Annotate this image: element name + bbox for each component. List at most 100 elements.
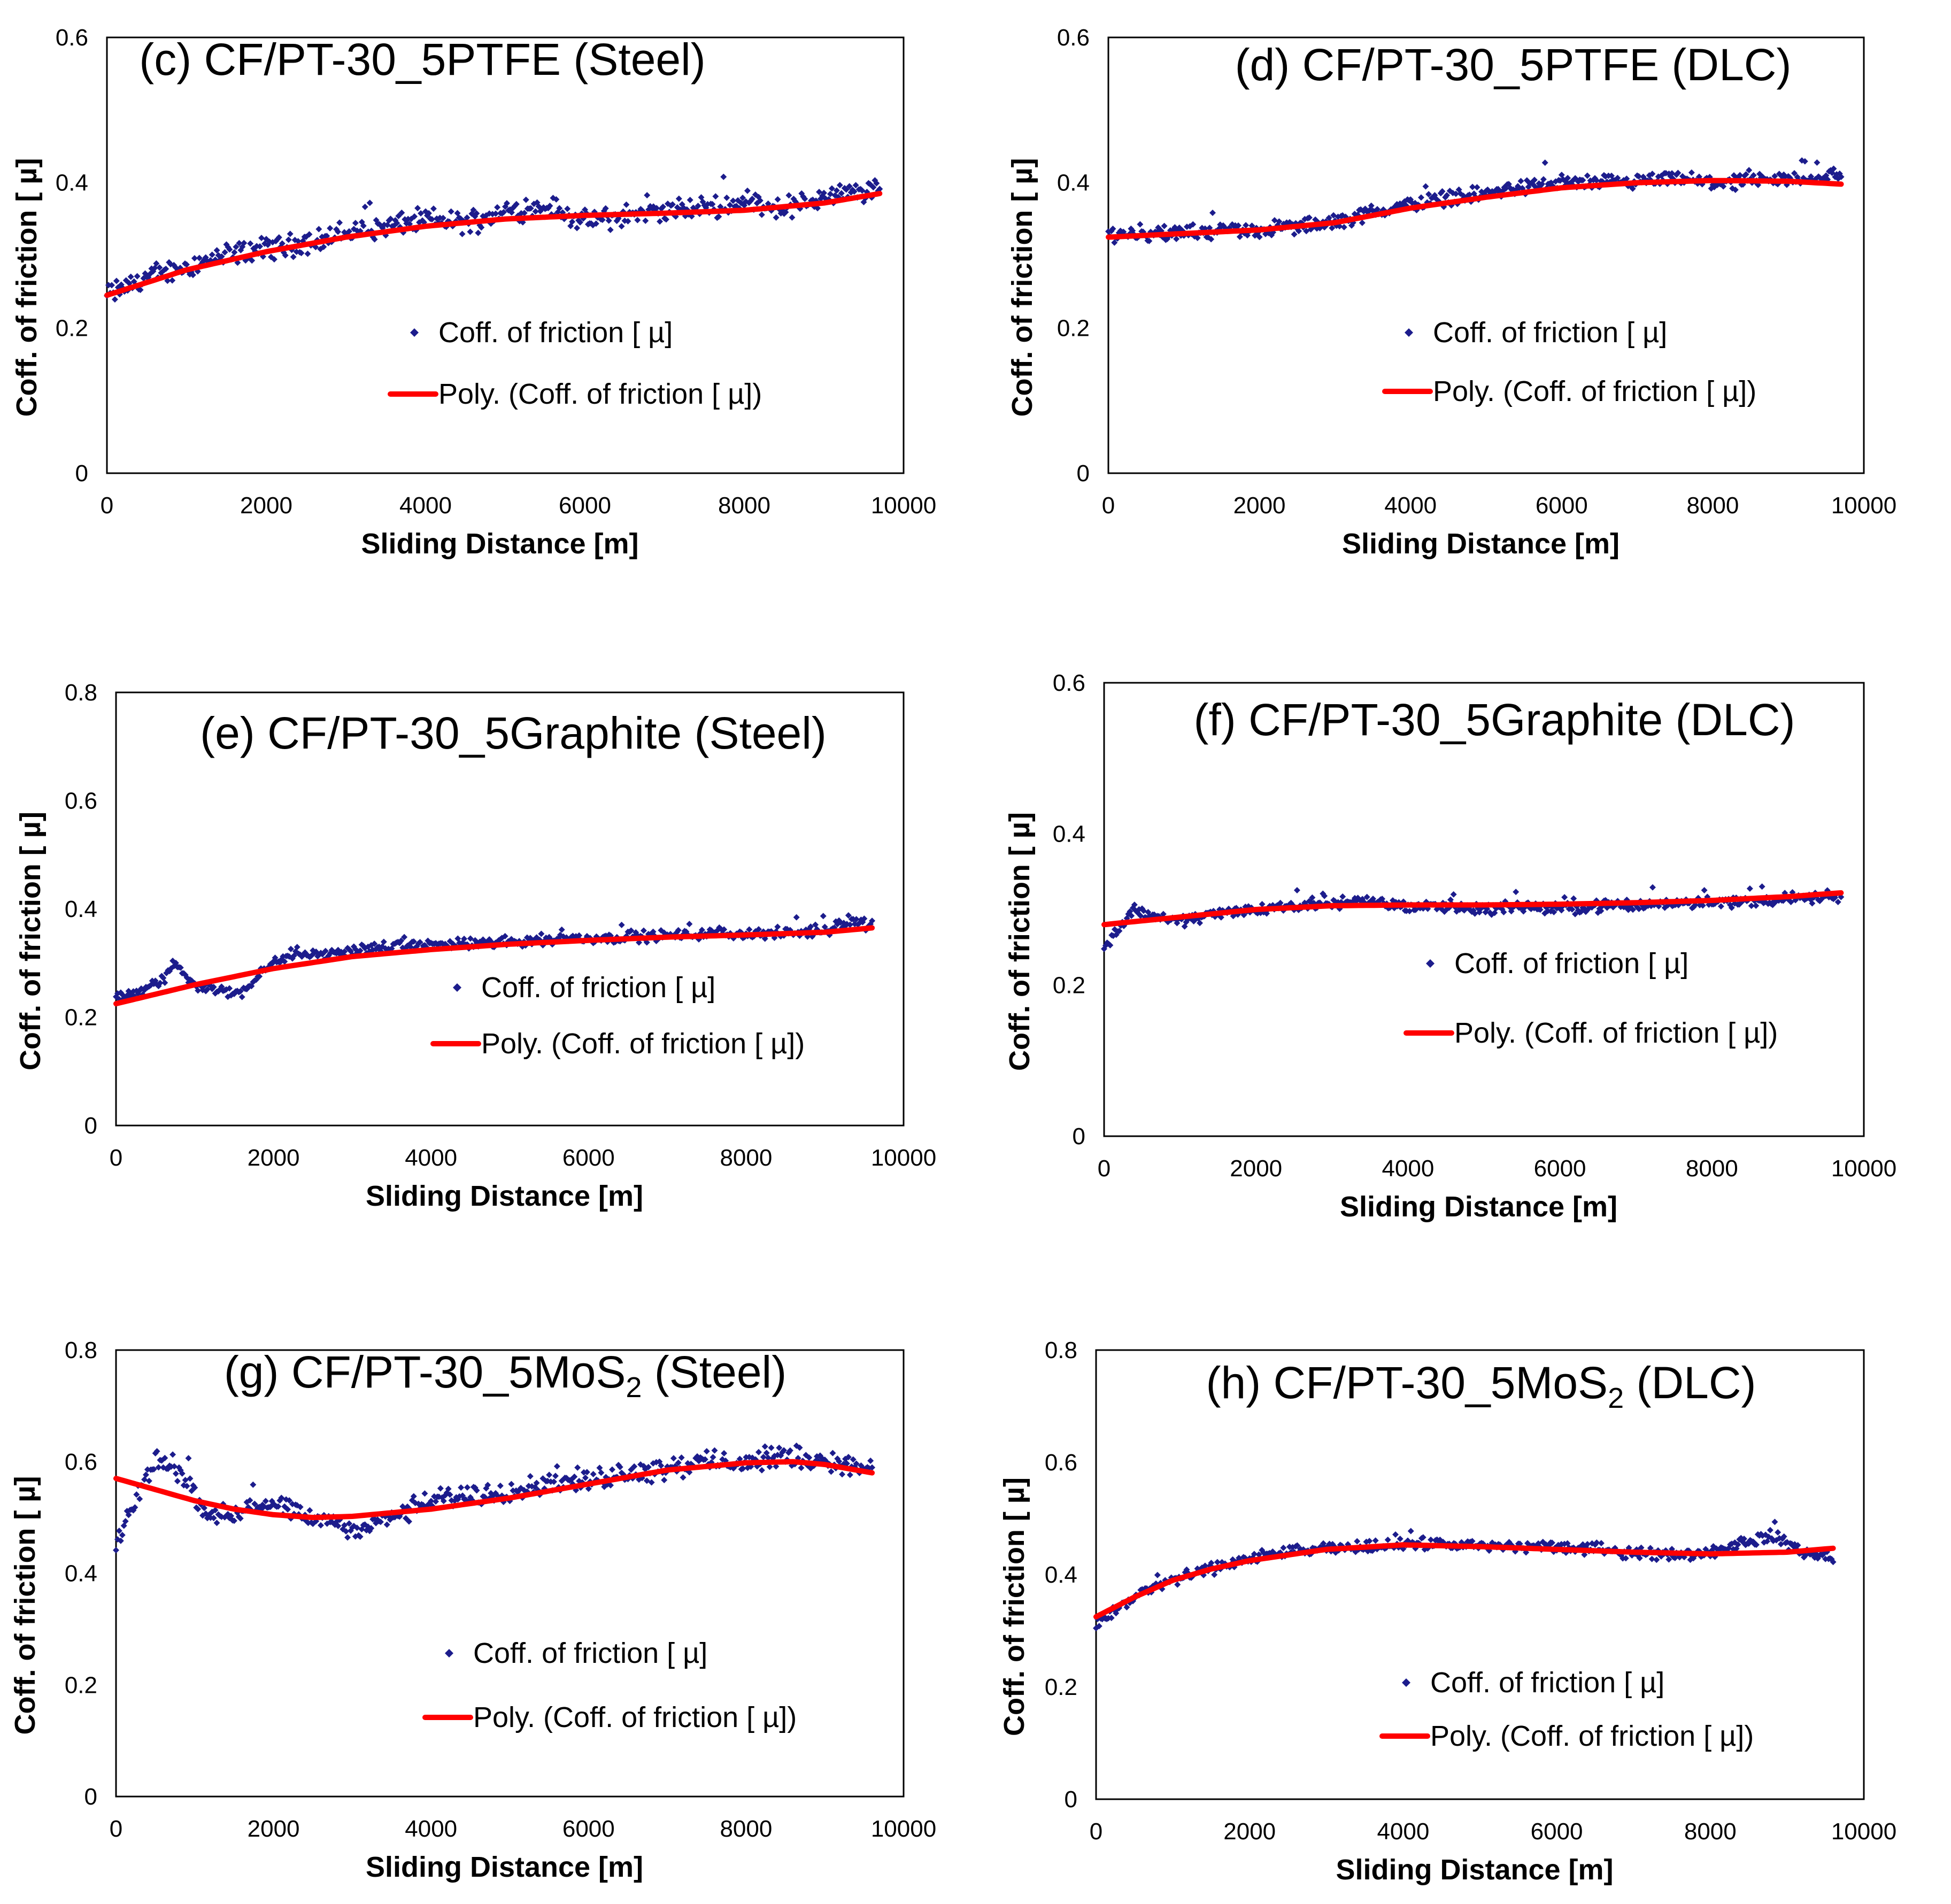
data-point bbox=[829, 1450, 836, 1456]
data-point bbox=[583, 1469, 590, 1476]
data-point bbox=[500, 209, 507, 215]
legend-marker-icon bbox=[1405, 328, 1413, 337]
data-point bbox=[1123, 1604, 1130, 1610]
data-point bbox=[155, 1464, 162, 1471]
data-point bbox=[838, 190, 845, 197]
chart-panel-d: 0 0.2 0.4 0.6 0 2000 4000 6000 8000 10000 Sliding … bbox=[1006, 25, 1896, 560]
data-point bbox=[658, 1462, 665, 1469]
data-point bbox=[1428, 1536, 1435, 1543]
data-point bbox=[553, 1463, 560, 1470]
data-point bbox=[282, 252, 289, 259]
data-point bbox=[1160, 911, 1167, 918]
data-point bbox=[1469, 1538, 1476, 1545]
data-point bbox=[226, 985, 233, 992]
x-tick-label: 10000 bbox=[1831, 1155, 1896, 1182]
x-tick-label: 0 bbox=[110, 1816, 122, 1842]
data-point bbox=[484, 1482, 491, 1489]
data-point bbox=[1551, 908, 1557, 915]
data-point bbox=[345, 228, 352, 235]
x-tick-label: 6000 bbox=[1531, 1818, 1583, 1845]
data-point bbox=[624, 218, 631, 225]
data-point bbox=[1636, 1555, 1643, 1562]
data-point bbox=[608, 1466, 615, 1473]
data-point bbox=[1569, 906, 1576, 913]
data-point bbox=[473, 210, 480, 217]
data-point bbox=[236, 240, 243, 246]
data-point bbox=[577, 219, 584, 226]
data-point bbox=[380, 938, 387, 945]
data-point bbox=[793, 914, 800, 921]
data-point bbox=[1671, 1554, 1678, 1561]
legend-marker-icon bbox=[453, 983, 461, 992]
data-point bbox=[755, 926, 762, 933]
data-point bbox=[574, 225, 581, 232]
data-point bbox=[616, 1463, 623, 1470]
data-point bbox=[1276, 218, 1283, 225]
data-point bbox=[161, 1454, 168, 1461]
chart-title: (c) CF/PT-30_5PTFE (Steel) bbox=[139, 34, 706, 84]
data-point bbox=[1096, 1623, 1102, 1630]
data-point bbox=[607, 226, 614, 233]
y-tick-label: 0 bbox=[84, 1784, 97, 1810]
chart-title: (d) CF/PT-30_5PTFE (DLC) bbox=[1235, 40, 1792, 90]
data-point bbox=[213, 1520, 220, 1527]
data-point bbox=[1500, 908, 1507, 915]
data-point bbox=[869, 1464, 876, 1471]
data-point bbox=[522, 196, 529, 203]
data-point bbox=[1368, 202, 1375, 209]
data-point bbox=[398, 937, 405, 944]
poly-fit-line-d bbox=[1106, 178, 1844, 240]
data-point bbox=[177, 964, 184, 971]
data-point bbox=[287, 230, 294, 237]
data-point bbox=[475, 229, 482, 236]
data-point bbox=[807, 923, 814, 930]
data-point bbox=[246, 1497, 253, 1504]
data-point bbox=[550, 1478, 557, 1485]
x-tick-label: 6000 bbox=[1536, 492, 1588, 519]
data-point bbox=[284, 1506, 291, 1513]
data-point bbox=[585, 1485, 592, 1492]
data-point bbox=[503, 200, 510, 207]
data-point bbox=[212, 1507, 219, 1514]
data-point bbox=[781, 1447, 788, 1454]
data-point bbox=[335, 1522, 342, 1529]
data-point bbox=[695, 203, 701, 210]
data-point bbox=[421, 1490, 428, 1497]
x-tick-label: 10000 bbox=[1831, 1818, 1896, 1845]
legend-label-fit: Poly. (Coff. of friction [ µ]) bbox=[1454, 1017, 1778, 1049]
data-point bbox=[1809, 900, 1816, 907]
data-point bbox=[127, 273, 134, 280]
data-point bbox=[169, 1451, 176, 1458]
y-tick-label: 0.2 bbox=[1053, 972, 1085, 998]
data-point bbox=[763, 1450, 770, 1456]
data-point bbox=[710, 1454, 716, 1461]
data-point bbox=[598, 1469, 605, 1476]
data-point bbox=[602, 205, 609, 212]
data-point bbox=[645, 1463, 652, 1470]
data-point bbox=[1209, 210, 1216, 217]
x-tick-label: 10000 bbox=[871, 492, 936, 519]
data-point bbox=[607, 1482, 614, 1489]
data-point bbox=[448, 208, 454, 215]
data-point bbox=[169, 277, 176, 284]
data-point bbox=[437, 1485, 444, 1492]
data-point bbox=[801, 195, 808, 202]
data-point bbox=[1372, 1537, 1379, 1544]
data-point bbox=[1720, 183, 1727, 190]
x-tick-label: 8000 bbox=[720, 1145, 772, 1171]
x-tick-label: 0 bbox=[110, 1145, 122, 1171]
data-point bbox=[845, 1454, 852, 1461]
data-point bbox=[218, 253, 225, 260]
data-point bbox=[306, 231, 313, 238]
data-point bbox=[445, 1485, 452, 1492]
data-point bbox=[404, 1503, 411, 1510]
data-point bbox=[789, 214, 796, 221]
data-point bbox=[1584, 1541, 1591, 1548]
data-point bbox=[461, 935, 468, 942]
data-point bbox=[675, 927, 682, 934]
data-point bbox=[744, 187, 751, 194]
data-point bbox=[758, 211, 765, 218]
data-point bbox=[304, 250, 311, 257]
data-point bbox=[1173, 235, 1180, 242]
data-point bbox=[295, 238, 302, 245]
